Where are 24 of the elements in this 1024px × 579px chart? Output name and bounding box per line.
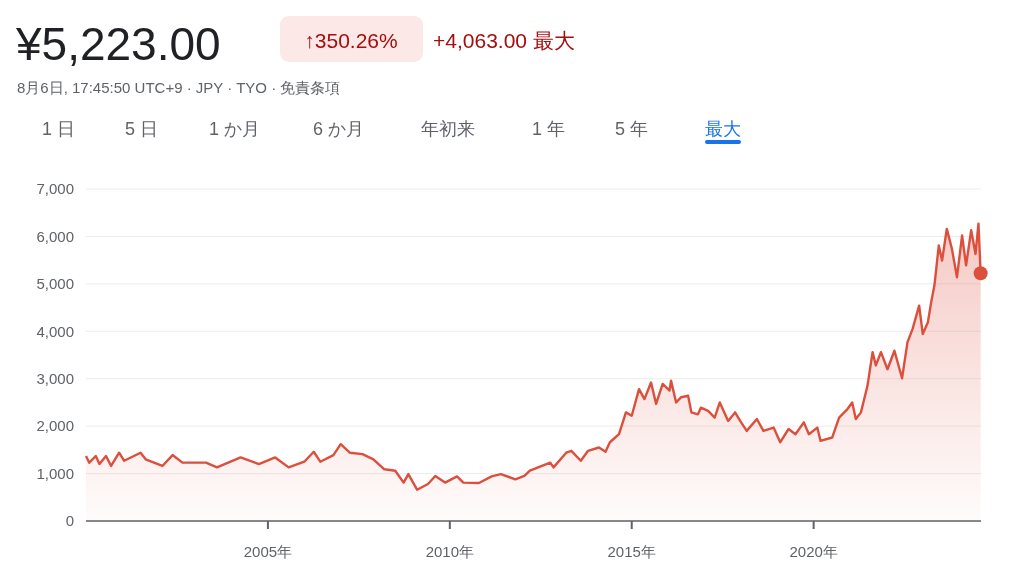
y-tick-label: 7,000 <box>36 180 74 198</box>
y-tick-label: 3,000 <box>36 369 74 387</box>
y-tick-label: 2,000 <box>36 417 74 435</box>
text: 1 日 <box>42 119 76 139</box>
x-tick-label: 2020年 <box>789 543 838 560</box>
y-tick-label: 6,000 <box>36 227 74 245</box>
text: 5 年 <box>615 119 649 139</box>
x-tick-label: 2010年 <box>425 543 475 560</box>
text: 最大 <box>705 119 741 139</box>
text: 1 か月 <box>209 119 261 139</box>
text: +4,063.00 最大 <box>433 29 575 52</box>
text: 年初来 <box>421 119 475 139</box>
y-tick-label: 1,000 <box>36 464 74 482</box>
text: 1 年 <box>532 119 566 139</box>
x-tick-label: 2005年 <box>243 543 293 560</box>
y-tick-label: 4,000 <box>36 322 74 340</box>
chart-title: ¥5,223.00 <box>15 18 221 70</box>
x-tick-label: 2015年 <box>607 543 656 560</box>
y-tick-label: 5,000 <box>36 275 74 293</box>
text: 6 か月 <box>313 119 365 139</box>
y-tick-label: 0 <box>65 512 74 530</box>
chart-subtitle: 8月6日, 17:45:50 UTC+9 · JPY · TYO · 免責条項 <box>17 79 341 96</box>
text: ↑350.26% <box>304 29 398 52</box>
text: 5 日 <box>125 119 159 139</box>
